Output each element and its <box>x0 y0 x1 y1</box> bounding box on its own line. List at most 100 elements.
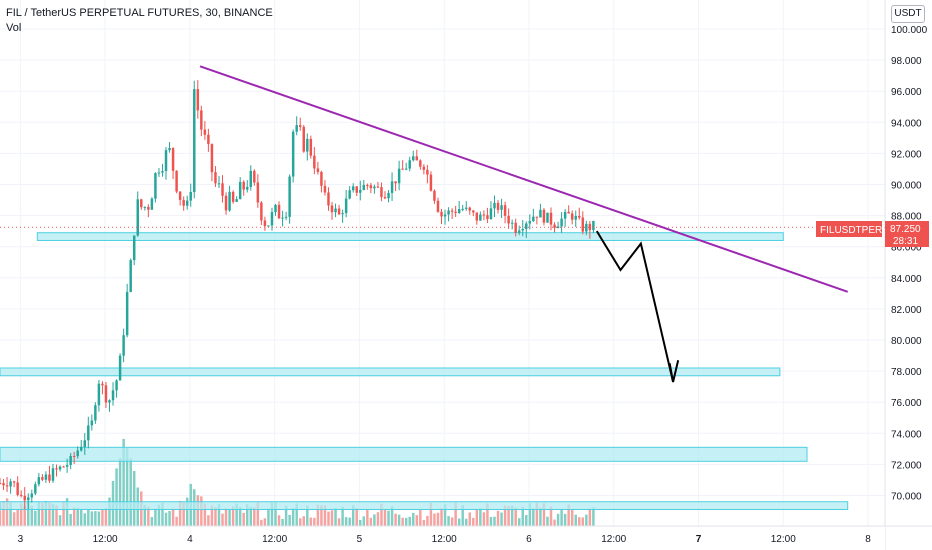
volume-bar <box>567 504 570 526</box>
candle-body <box>570 213 574 220</box>
volume-bar <box>249 506 253 526</box>
candle-body <box>48 474 51 481</box>
price-tick-label: 86.000 <box>891 243 922 254</box>
candle-body <box>313 155 316 169</box>
candle-body <box>390 181 394 193</box>
candle-body <box>510 222 514 224</box>
volume-bar <box>351 505 355 526</box>
candle-body <box>291 131 295 177</box>
candle-body <box>337 208 341 215</box>
candle-body <box>72 455 76 457</box>
candle-body <box>440 211 443 217</box>
candle-body <box>178 191 182 200</box>
volume-bar <box>224 508 228 526</box>
volume-bar <box>30 505 34 526</box>
candle-body <box>90 420 94 426</box>
candle-body <box>479 214 482 221</box>
candle-body <box>376 186 380 188</box>
volume-bar <box>51 503 55 526</box>
volume-bar <box>253 507 256 526</box>
candle-body <box>37 477 41 485</box>
candle-body <box>161 171 164 173</box>
candle-body <box>525 223 528 230</box>
volume-bar <box>472 517 475 526</box>
volume-bar <box>270 502 274 526</box>
volume-bar <box>560 509 563 526</box>
candle-body <box>493 202 496 209</box>
candle-body <box>309 138 313 156</box>
candle-body <box>351 186 355 191</box>
volume-bar <box>302 516 305 526</box>
symbol-title[interactable]: FIL / TetherUS PERPETUAL FUTURES, 30, BI… <box>6 7 273 19</box>
volume-bar <box>581 517 585 526</box>
volume-bar <box>510 505 514 526</box>
volume-bar <box>443 504 447 526</box>
price-tick-label: 96.000 <box>891 87 922 98</box>
candle-body <box>115 380 118 391</box>
candle-body <box>496 202 500 210</box>
candle-body <box>263 220 267 227</box>
candle-body <box>394 181 397 184</box>
candle-body <box>401 168 404 170</box>
volume-bar <box>58 515 62 526</box>
chart-legend: FIL / TetherUS PERPETUAL FUTURES, 30, BI… <box>6 6 273 36</box>
candle-body <box>214 172 217 184</box>
volume-bar <box>164 512 168 526</box>
volume-bar <box>76 508 79 526</box>
candle-body <box>433 190 436 201</box>
candle-body <box>422 166 426 170</box>
candle-body <box>196 89 200 111</box>
candle-body <box>517 230 521 233</box>
volume-bar <box>281 518 284 526</box>
volume-bar <box>394 513 397 526</box>
volume-bar <box>309 517 313 526</box>
time-axis-panel[interactable] <box>0 526 885 550</box>
volume-bar <box>147 506 150 526</box>
candle-body <box>373 186 376 189</box>
candle-body <box>288 176 291 217</box>
candle-body <box>136 199 139 236</box>
volume-bar <box>475 509 479 526</box>
volume-bar <box>256 502 260 526</box>
candle-body <box>581 217 585 232</box>
candle-body <box>51 468 55 481</box>
time-tick-label: 7 <box>696 534 702 545</box>
volume-bar <box>574 514 577 526</box>
price-tick-label: 92.000 <box>891 149 922 160</box>
candle-body <box>76 450 79 457</box>
volume-indicator-label[interactable]: Vol <box>6 22 22 34</box>
time-tick-label: 12:00 <box>262 534 287 545</box>
candle-body <box>55 468 58 470</box>
support-zones[interactable] <box>0 232 849 510</box>
volume-bar <box>479 508 482 526</box>
volume-bar <box>132 470 136 526</box>
volume-bar <box>65 498 69 526</box>
volume-bar <box>182 502 185 526</box>
currency-button[interactable]: USDT <box>891 5 925 23</box>
candle-body <box>108 400 111 403</box>
volume-bar <box>387 510 390 526</box>
price-tick-label: 82.000 <box>891 305 922 316</box>
candle-body <box>298 125 302 127</box>
volume-bar <box>366 508 369 526</box>
candle-body <box>567 211 570 214</box>
price-tick-label: 76.000 <box>891 398 922 409</box>
candle-body <box>189 192 192 201</box>
volume-bar <box>404 517 408 526</box>
volume-bar <box>12 512 16 526</box>
volume-bar <box>231 506 235 526</box>
volume-bar <box>154 508 157 526</box>
candle-body <box>408 160 411 169</box>
volume-bar <box>447 516 450 526</box>
volume-bar <box>284 505 288 526</box>
volume-bar <box>19 503 23 526</box>
candle-body <box>69 455 72 466</box>
price-tick-label: 94.000 <box>891 118 922 129</box>
candle-body <box>443 214 447 217</box>
drawings[interactable] <box>199 65 849 383</box>
price-scale-panel[interactable] <box>885 0 932 550</box>
candle-body <box>62 466 65 468</box>
volume-bar <box>415 515 419 526</box>
